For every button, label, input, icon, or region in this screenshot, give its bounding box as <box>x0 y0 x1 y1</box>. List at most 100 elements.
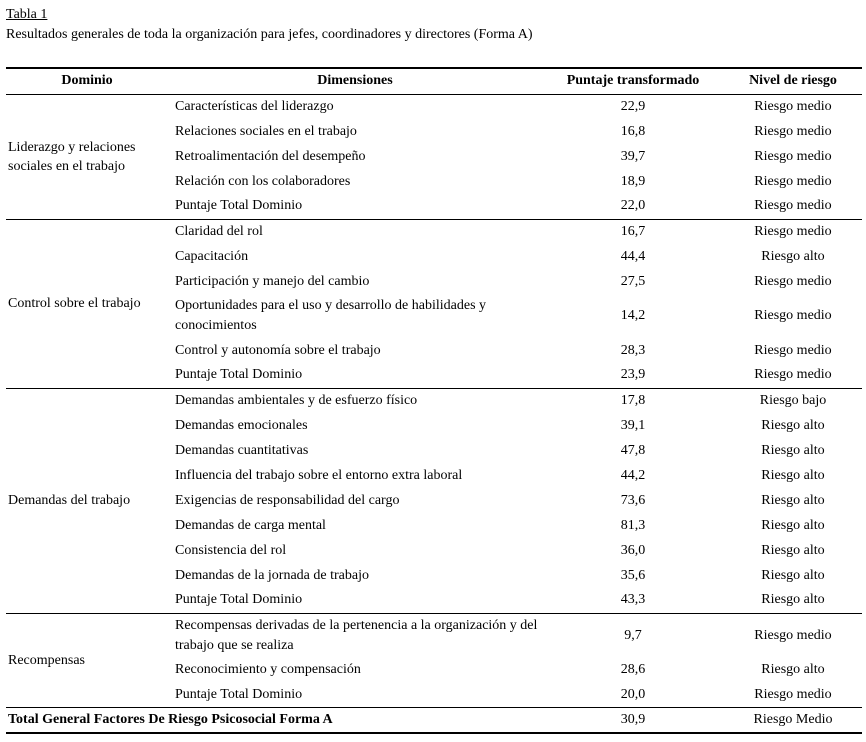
table-row: Puntaje Total Dominio 20,0 Riesgo medio <box>6 682 862 708</box>
total-row: Total General Factores De Riesgo Psicoso… <box>6 708 862 734</box>
score-cell: 81,3 <box>620 517 646 533</box>
risk-cell: Riesgo medio <box>754 308 832 323</box>
total-label: Total General Factores De Riesgo Psicoso… <box>8 712 333 727</box>
score-cell: 73,6 <box>620 492 646 508</box>
risk-cell: Riesgo alto <box>761 517 825 533</box>
table-row: Reconocimiento y compensación 28,6 Riesgo … <box>6 658 862 683</box>
table-row: Demandas del trabajo Demandas ambientales… <box>6 388 862 614</box>
dimension-cell: Claridad del rol <box>175 223 263 239</box>
col-header-dominio: Dominio <box>6 68 168 95</box>
col-header-nivel-de-riesgo: Nivel de riesgo <box>724 68 862 95</box>
table-row: Influencia del trabajo sobre el entorno … <box>6 463 862 488</box>
score-cell: 16,8 <box>620 123 646 139</box>
dimension-cell: Consistencia del rol <box>175 542 287 558</box>
risk-cell: Riesgo medio <box>754 148 832 164</box>
dimension-cell: Control y autonomía sobre el trabajo <box>175 342 381 358</box>
dimension-cell: Características del liderazgo <box>175 98 334 114</box>
risk-cell: Riesgo medio <box>754 223 832 239</box>
results-table: Dominio Dimensiones Puntaje transformado… <box>6 67 862 734</box>
table-row: Puntaje Total Dominio 22,0 Riesgo medio <box>6 194 862 220</box>
dimension-cell: Demandas emocionales <box>175 417 308 433</box>
table-row: Consistencia del rol 36,0 Riesgo alto <box>6 538 862 563</box>
dimension-cell: Demandas cuantitativas <box>175 442 309 458</box>
score-cell: 9,7 <box>624 627 642 643</box>
risk-cell: Riesgo medio <box>754 273 832 289</box>
score-cell: 17,8 <box>620 392 646 408</box>
dimension-cell: Exigencias de responsabilidad del cargo <box>175 492 400 508</box>
table-row: Capacitación 44,4 Riesgo alto <box>6 244 862 269</box>
score-cell: 14,2 <box>620 308 646 323</box>
table-row: Control sobre el trabajo Claridad del rol… <box>6 219 862 389</box>
risk-cell: Riesgo medio <box>754 627 832 643</box>
risk-cell: Riesgo bajo <box>759 392 827 408</box>
domain-cell: Recompensas <box>6 613 168 708</box>
dimension-cell: Puntaje Total Dominio <box>168 588 542 614</box>
domain-cell: Control sobre el trabajo <box>6 219 168 389</box>
header-row: Dominio Dimensiones Puntaje transformado… <box>6 68 862 95</box>
total-score: 30,9 <box>620 712 646 727</box>
risk-cell: Riesgo medio <box>754 173 832 189</box>
score-cell: 43,3 <box>542 588 724 614</box>
score-cell: 18,9 <box>620 173 646 189</box>
table-row: Demandas de la jornada de trabajo 35,6 Rie… <box>6 563 862 588</box>
dimension-cell: Retroalimentación del desempeño <box>175 148 366 164</box>
dimension-cell: Capacitación <box>175 248 249 264</box>
col-header-dimensiones: Dimensiones <box>168 68 542 95</box>
score-cell: 35,6 <box>620 567 646 583</box>
table-body: Liderazgo y relaciones sociales en el tr… <box>6 94 862 708</box>
risk-cell: Riesgo medio <box>724 194 862 220</box>
risk-cell: Riesgo medio <box>724 363 862 389</box>
score-cell: 20,0 <box>542 682 724 708</box>
score-cell: 16,7 <box>620 223 646 239</box>
score-cell: 44,4 <box>620 248 646 264</box>
score-cell: 39,1 <box>620 417 646 433</box>
table-row: Control y autonomía sobre el trabajo 28,3… <box>6 338 862 363</box>
dimension-cell: Oportunidades para el uso y desarrollo d… <box>175 298 487 333</box>
table-row: Retroalimentación del desempeño 39,7 Riesg… <box>6 144 862 169</box>
risk-cell: Riesgo alto <box>761 442 825 458</box>
score-cell: 28,6 <box>620 662 646 677</box>
dimension-cell: Relaciones sociales en el trabajo <box>175 123 357 139</box>
score-cell: 28,3 <box>620 342 646 358</box>
table-header: Dominio Dimensiones Puntaje transformado… <box>6 68 862 95</box>
dimension-cell: Puntaje Total Dominio <box>168 363 542 389</box>
risk-cell: Riesgo alto <box>761 467 825 483</box>
risk-cell: Riesgo alto <box>724 588 862 614</box>
dimension-cell: Recompensas derivadas de la pertenencia … <box>175 617 538 653</box>
score-cell: 36,0 <box>620 542 646 558</box>
table-row: Puntaje Total Dominio 23,9 Riesgo medio <box>6 363 862 389</box>
total-risk: Riesgo Medio <box>753 712 833 727</box>
table-row: Demandas emocionales 39,1 Riesgo alto <box>6 413 862 438</box>
table-footer: Total General Factores De Riesgo Psicoso… <box>6 708 862 734</box>
dimension-cell: Relación con los colaboradores <box>175 173 351 189</box>
risk-cell: Riesgo medio <box>754 98 832 114</box>
table-row: Exigencias de responsabilidad del cargo 7… <box>6 488 862 513</box>
table-row: Relaciones sociales en el trabajo 16,8 Rie… <box>6 119 862 144</box>
domain-cell: Liderazgo y relaciones sociales en el tr… <box>6 94 168 220</box>
score-cell: 23,9 <box>542 363 724 389</box>
score-cell: 39,7 <box>620 148 646 164</box>
dimension-cell: Demandas de la jornada de trabajo <box>175 567 369 583</box>
dimension-cell: Puntaje Total Dominio <box>168 194 542 220</box>
score-cell: 22,9 <box>620 98 646 114</box>
table-row: Oportunidades para el uso y desarrollo d… <box>6 294 862 338</box>
dimension-cell: Participación y manejo del cambio <box>175 273 370 289</box>
risk-cell: Riesgo alto <box>761 542 825 558</box>
dimension-cell: Demandas de carga mental <box>175 517 326 533</box>
col-header-puntaje-transformado: Puntaje transformado <box>542 68 724 95</box>
table-row: Relación con los colaboradores 18,9 Riesgo… <box>6 169 862 194</box>
risk-cell: Riesgo alto <box>761 248 825 264</box>
score-cell: 47,8 <box>620 442 646 458</box>
risk-cell: Riesgo alto <box>761 417 825 433</box>
risk-cell: Riesgo alto <box>761 662 825 677</box>
risk-cell: Riesgo medio <box>754 123 832 139</box>
table-row: Participación y manejo del cambio 27,5 Rie… <box>6 269 862 294</box>
domain-cell: Demandas del trabajo <box>6 388 168 614</box>
score-cell: 44,2 <box>620 467 646 483</box>
table-caption-label: Tabla 1 <box>6 7 48 22</box>
risk-cell: Riesgo alto <box>761 492 825 508</box>
table-row: Demandas cuantitativas 47,8 Riesgo alto <box>6 438 862 463</box>
table-row: Puntaje Total Dominio 43,3 Riesgo alto <box>6 588 862 614</box>
table-row: Demandas de carga mental 81,3 Riesgo alto <box>6 513 862 538</box>
